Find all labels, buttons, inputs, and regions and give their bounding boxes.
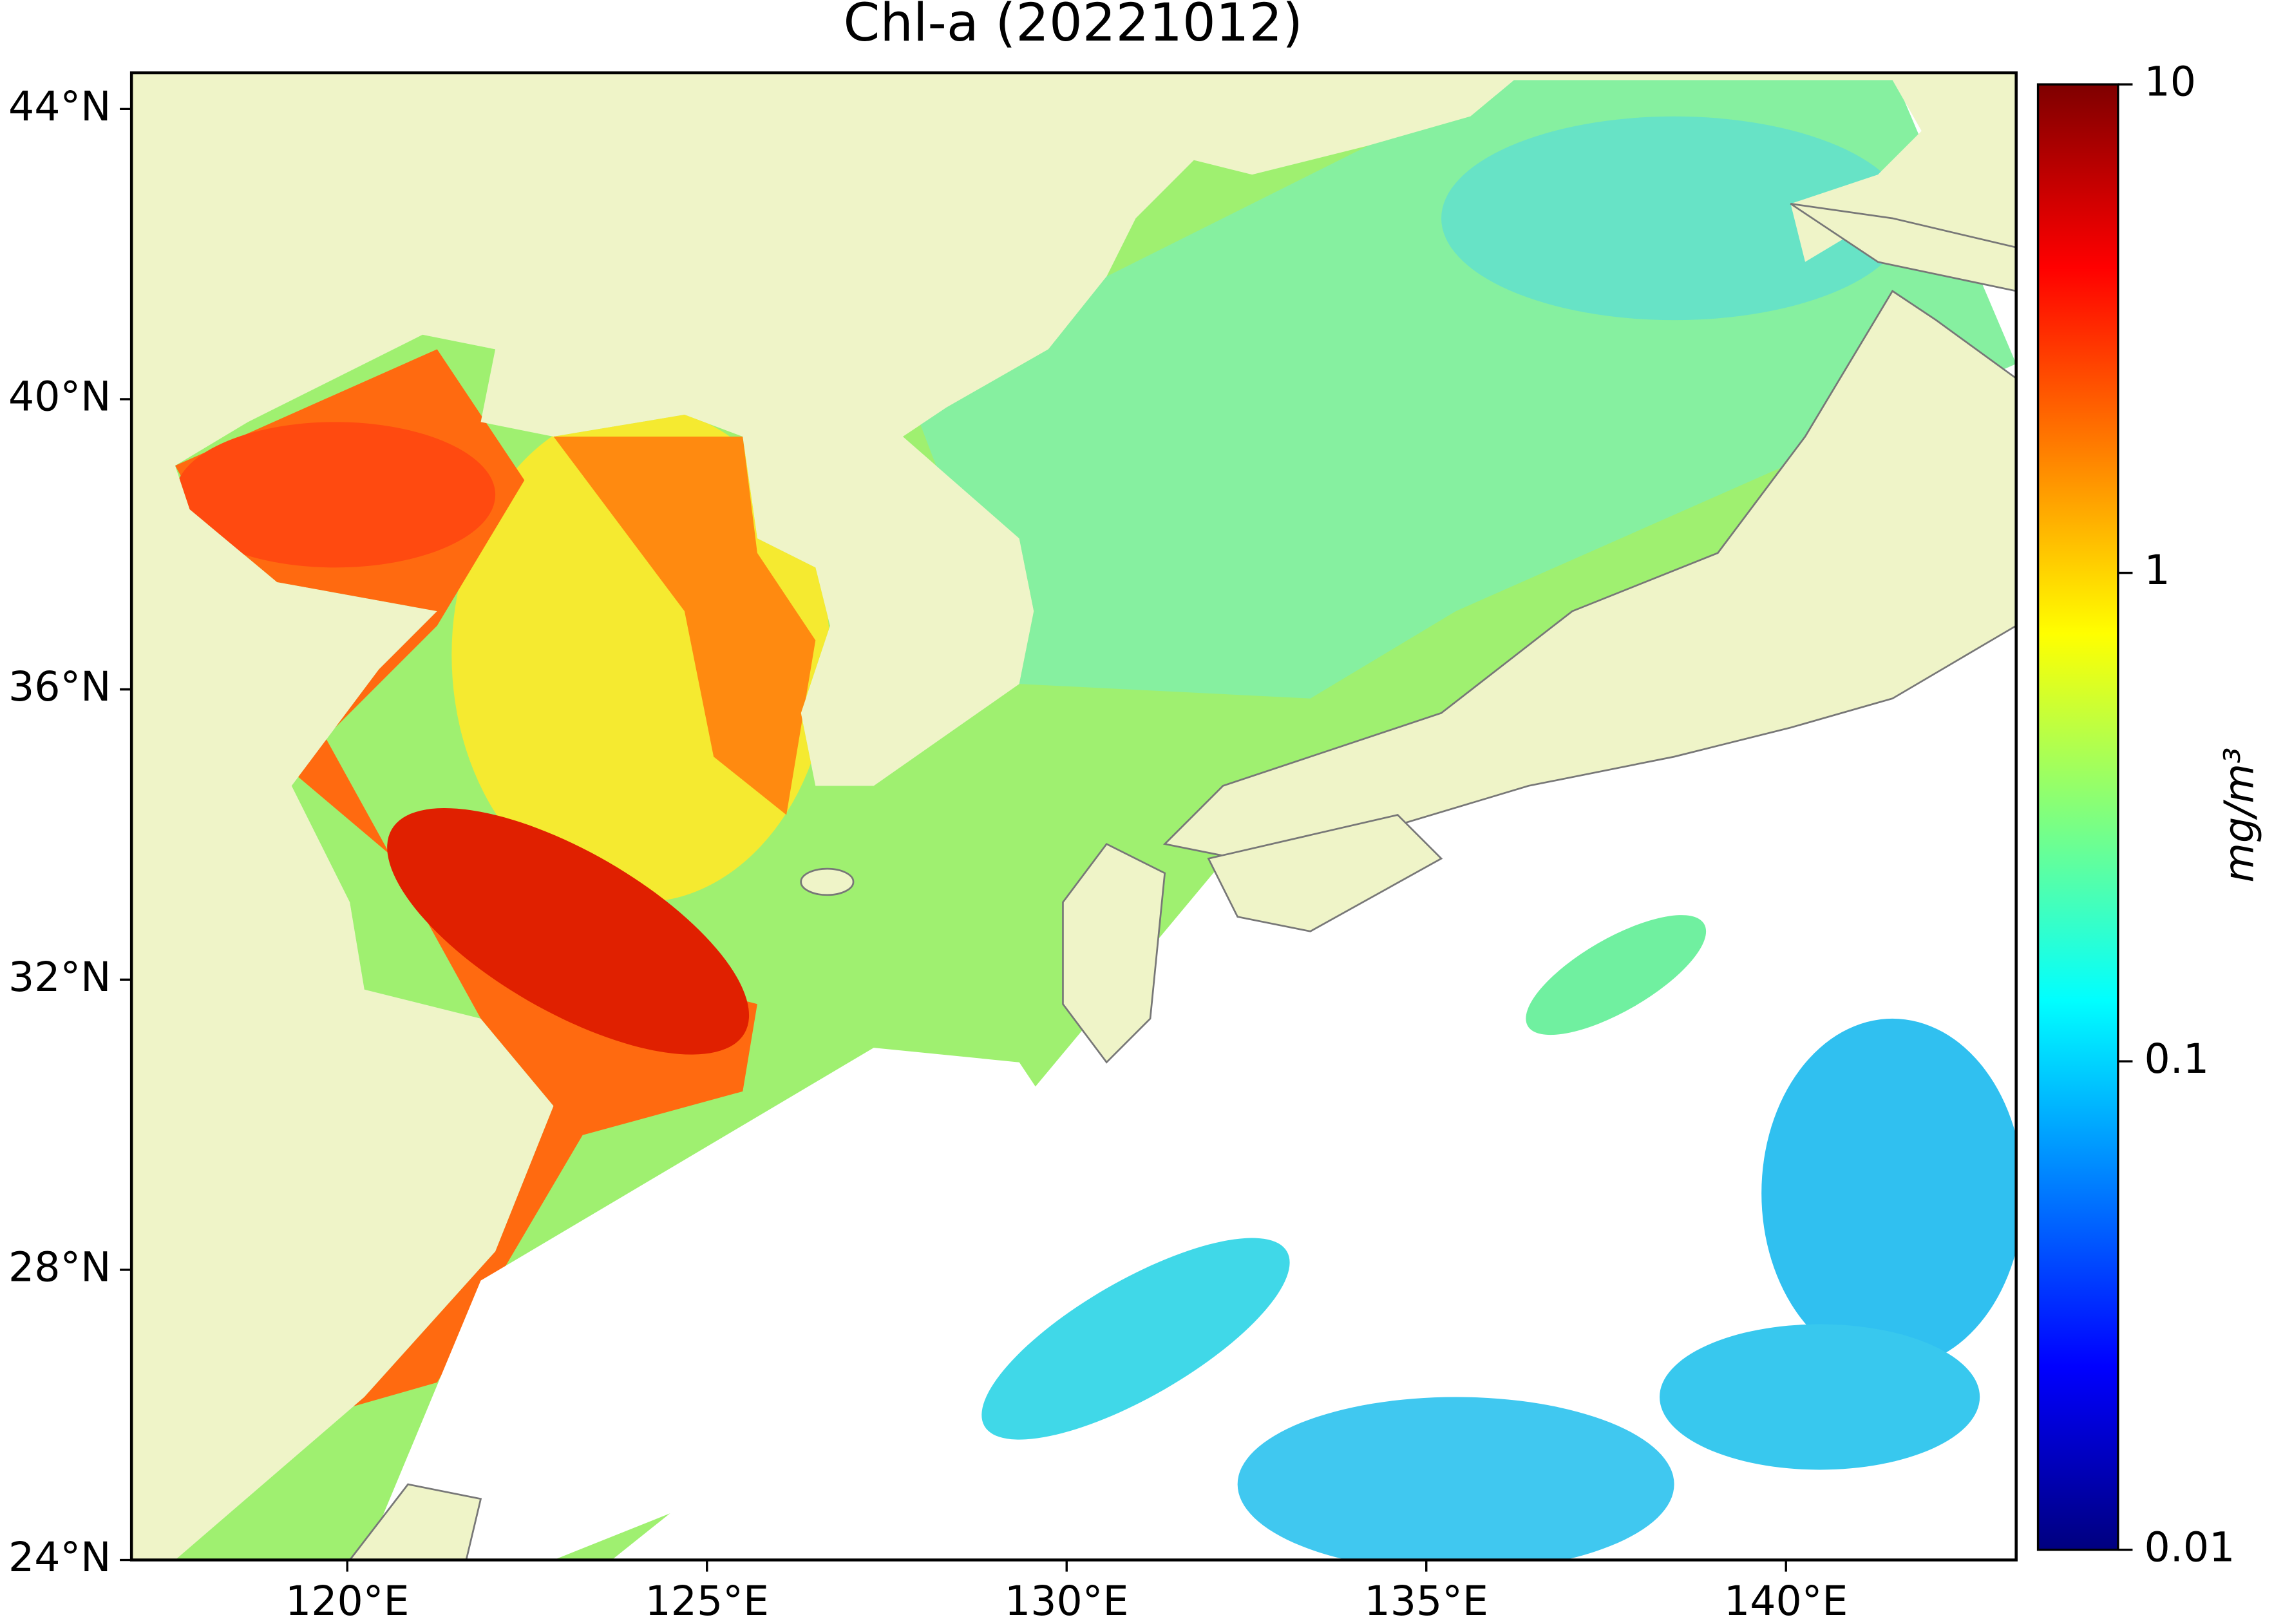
colorbar	[2036, 83, 2119, 1551]
axes-frame	[129, 71, 2018, 1562]
x-tick-label: 140°E	[1724, 1577, 1848, 1624]
chart-title: Chl-a (20221012)	[844, 0, 1303, 53]
coastline	[348, 203, 2016, 1560]
y-tick-label: 28°N	[8, 1243, 111, 1290]
sea	[175, 80, 2016, 1560]
colorbar-tick-label: 0.1	[2145, 1035, 2210, 1082]
x-tick-label: 135°E	[1365, 1577, 1488, 1624]
y-tick-label: 32°N	[8, 953, 111, 1001]
colorbar-tick-label: 10	[2145, 58, 2197, 106]
y-tick-label: 36°N	[8, 663, 111, 710]
colorbar-tick-label: 1	[2145, 546, 2170, 594]
map	[131, 72, 2016, 1560]
x-tick-label: 130°E	[1005, 1577, 1128, 1624]
colorbar-label: mg/m³	[2215, 747, 2263, 882]
colorbar-tick-label: 0.01	[2145, 1523, 2235, 1571]
y-tick-label: 44°N	[8, 82, 111, 130]
x-tick-label: 120°E	[285, 1577, 409, 1624]
y-tick-label: 40°N	[8, 373, 111, 420]
x-tick-label: 125°E	[645, 1577, 769, 1624]
y-tick-label: 24°N	[8, 1533, 111, 1581]
